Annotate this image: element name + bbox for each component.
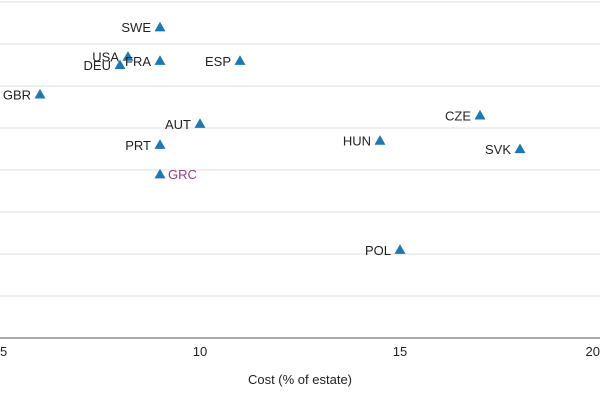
- point-label-svk: SVK: [485, 142, 511, 157]
- point-label-prt: PRT: [125, 138, 151, 153]
- point-label-esp: ESP: [205, 54, 231, 69]
- gridlines: [0, 1, 600, 297]
- point-deu: [114, 59, 126, 70]
- point-gbr: [34, 88, 46, 99]
- x-tick-label-5: 5: [0, 344, 7, 359]
- point-label-deu: DEU: [84, 58, 111, 73]
- point-hun: [374, 135, 386, 145]
- point-label-pol: POL: [365, 243, 391, 258]
- point-svk: [514, 143, 526, 154]
- point-label-fra: FRA: [125, 54, 151, 69]
- x-tick-label-15: 15: [393, 344, 407, 359]
- x-axis-label: Cost (% of estate): [248, 372, 352, 387]
- point-label-usa: USA: [92, 50, 119, 65]
- point-grc: [154, 168, 166, 179]
- point-label-swe: SWE: [121, 20, 151, 35]
- point-fra: [154, 55, 166, 65]
- point-cze: [474, 109, 486, 120]
- point-label-cze: CZE: [445, 108, 471, 123]
- point-swe: [154, 21, 166, 32]
- x-tick-label-20: 20: [586, 344, 600, 359]
- point-usa: [122, 51, 134, 61]
- data-points: [34, 21, 526, 254]
- x-tick-label-10: 10: [193, 344, 207, 359]
- point-label-grc: GRC: [168, 167, 197, 182]
- point-esp: [234, 55, 246, 65]
- point-label-hun: HUN: [343, 134, 371, 149]
- point-pol: [394, 244, 406, 254]
- x-axis-ticks: 5 10 15 20: [0, 344, 600, 359]
- point-prt: [154, 139, 166, 149]
- point-aut: [194, 118, 206, 128]
- point-label-gbr: GBR: [3, 87, 31, 102]
- point-label-aut: AUT: [165, 117, 191, 132]
